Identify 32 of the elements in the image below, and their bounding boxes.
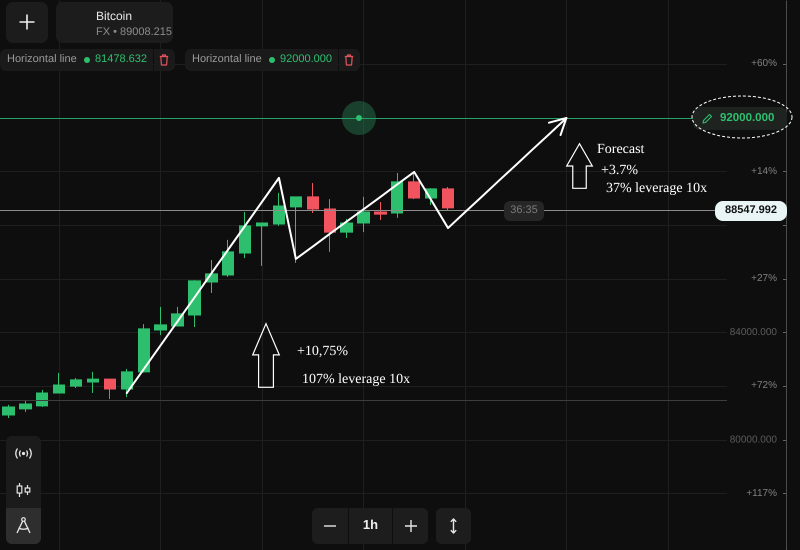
annotation: 81478.632 xyxy=(95,53,147,66)
line-pill: Horizontal line 81478.632 xyxy=(0,49,153,71)
ref-line-label: 88547.992 xyxy=(724,204,778,216)
annotation: 37% leverage 10x xyxy=(606,181,708,198)
candlestick xyxy=(19,400,32,412)
asset-card: Bitcoin FX • 89008.215 xyxy=(56,2,173,43)
text: +117% xyxy=(746,488,777,500)
text: +60% xyxy=(751,58,777,70)
price-tag: 88547.992 xyxy=(715,200,787,221)
y-tick-label: 80000.000 xyxy=(730,434,778,446)
candlestick xyxy=(36,389,48,408)
candlestick xyxy=(104,378,116,400)
annotation: Bitcoin xyxy=(96,9,132,24)
annotation: Horizontal line xyxy=(7,53,77,66)
candlestick xyxy=(70,378,82,388)
text: +14% xyxy=(751,166,777,178)
candlestick xyxy=(53,372,65,394)
line-pill: Horizontal line 92000.000 xyxy=(185,49,338,71)
annotation: Forecast xyxy=(597,142,644,158)
annotation: Horizontal line xyxy=(192,53,262,66)
ref-line-label: 92000.000 xyxy=(720,112,774,126)
text: +72% xyxy=(751,380,777,392)
candlestick xyxy=(87,371,99,394)
price-tag: 92000.000 xyxy=(693,107,787,130)
candlestick xyxy=(2,404,15,418)
annotation: 1h xyxy=(362,517,380,533)
text: +27% xyxy=(751,273,777,285)
annotation: FX • 89008.215 xyxy=(96,26,172,39)
y-tick-label: 84000.000 xyxy=(730,327,778,338)
interval-button: 1h xyxy=(349,508,392,544)
annotation: +3.7% xyxy=(601,163,638,180)
annotation: 92000.000 xyxy=(280,53,332,66)
